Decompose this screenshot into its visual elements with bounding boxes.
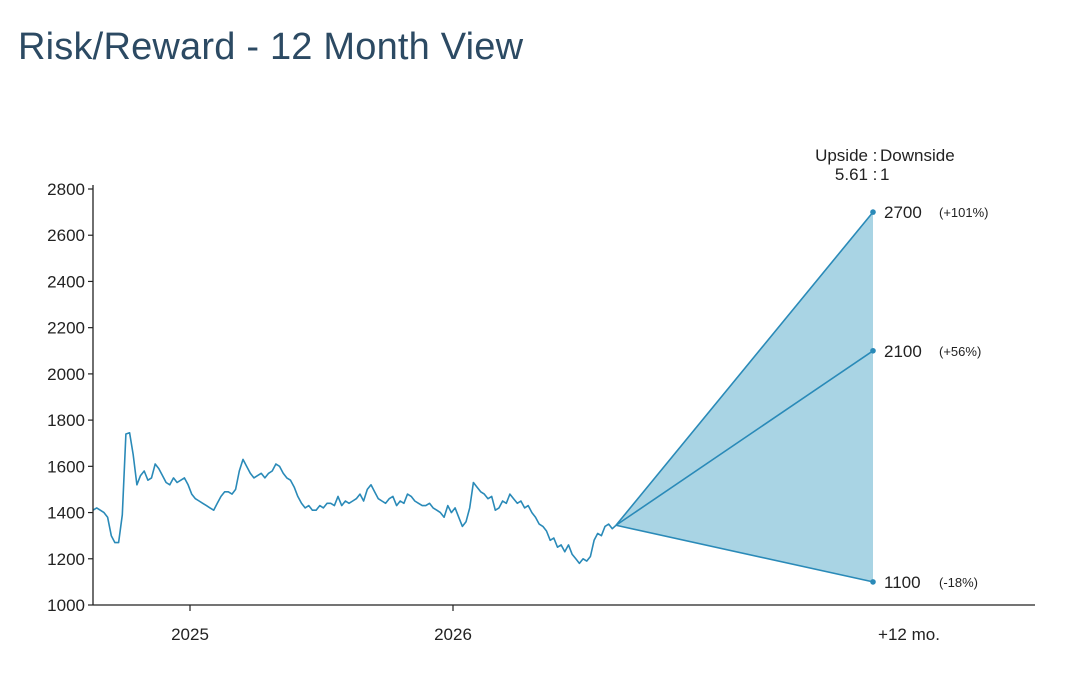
target-label-downside: 1100 [884, 573, 921, 592]
ratio-value-upside: 5.61 [835, 165, 868, 184]
price-history [92, 431, 617, 565]
axes: 1000 1200 1400 1600 1800 2000 2200 2400 2600 2800… [47, 180, 1035, 644]
ratio-value-downside: 1 [880, 165, 889, 184]
price-history-line [92, 431, 617, 565]
x-tick-label-+12 mo.: +12 mo. [878, 625, 940, 644]
y-tick-label-2400: 2400 [47, 272, 85, 291]
target-pct-upside: (+101%) [939, 205, 989, 220]
target-line-downside [615, 524, 874, 583]
target-pct-downside: (-18%) [939, 575, 978, 590]
y-tick-label-2800: 2800 [47, 180, 85, 199]
x-tick-label-2025: 2025 [171, 625, 209, 644]
target-line-base [615, 350, 874, 526]
projection-fan [616, 212, 873, 582]
ratio-header-upside: Upside [815, 146, 868, 165]
y-tick-label-1600: 1600 [47, 457, 85, 476]
ratio-header: Upside : Downside 5.61 : 1 [815, 146, 955, 184]
y-tick-label-1400: 1400 [47, 504, 85, 523]
x-tick-label-2026: 2026 [434, 625, 472, 644]
y-tick-label-2000: 2000 [47, 365, 85, 384]
target-point-base [870, 347, 876, 354]
target-point-downside [870, 579, 876, 585]
y-tick-label-2600: 2600 [47, 226, 85, 245]
target-line-upside [615, 211, 874, 526]
target-label-upside: 2700 [884, 203, 922, 222]
projection-fan-area [616, 212, 873, 582]
y-tick-label-1000: 1000 [47, 596, 85, 615]
ratio-header-separator: : [873, 146, 878, 165]
y-tick-label-1800: 1800 [47, 411, 85, 430]
page-title: Risk/Reward - 12 Month View [18, 26, 524, 68]
price-targets: 2700 (+101%) 2100 (+56%) 1100 (-18%) [615, 203, 989, 592]
ratio-value-separator: : [873, 165, 878, 184]
target-pct-base: (+56%) [939, 344, 981, 359]
ratio-header-downside: Downside [880, 146, 955, 165]
target-label-base: 2100 [884, 342, 922, 361]
y-tick-label-2200: 2200 [47, 319, 85, 338]
y-tick-label-1200: 1200 [47, 550, 85, 569]
target-point-upside [870, 209, 876, 215]
